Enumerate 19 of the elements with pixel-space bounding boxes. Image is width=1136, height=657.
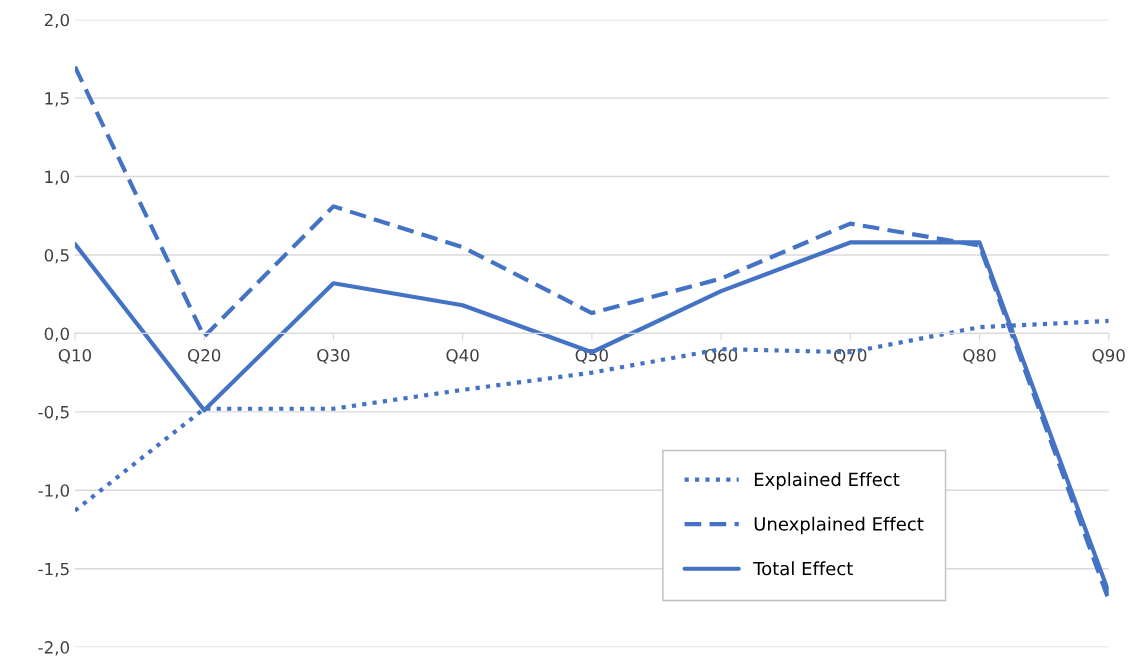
x-tick-label: Q40 [446, 349, 479, 364]
y-tick-label: 0,0 [44, 327, 70, 342]
y-tick-label: 0,5 [44, 248, 69, 264]
x-tick-label: Q20 [187, 349, 221, 364]
x-tick-label: Q10 [58, 349, 92, 364]
legend-label: Unexplained Effect [754, 516, 924, 535]
legend-label: Total Effect [753, 561, 853, 576]
x-tick-label: Q30 [317, 349, 350, 364]
y-tick-label: -2,0 [38, 641, 70, 656]
y-tick-label: 2,0 [44, 13, 70, 28]
y-tick-label: 1,0 [45, 170, 70, 185]
y-tick-label: -1,0 [38, 484, 70, 499]
y-tick-label: 1,5 [45, 92, 69, 107]
x-tick-label: Q80 [963, 349, 996, 364]
x-tick-label: Q90 [1092, 349, 1125, 364]
x-tick-label: Q70 [834, 349, 867, 364]
y-tick-label: -1,5 [38, 562, 69, 577]
y-tick-label: -0,5 [38, 405, 69, 421]
legend-label: Explained Effect [754, 472, 900, 490]
